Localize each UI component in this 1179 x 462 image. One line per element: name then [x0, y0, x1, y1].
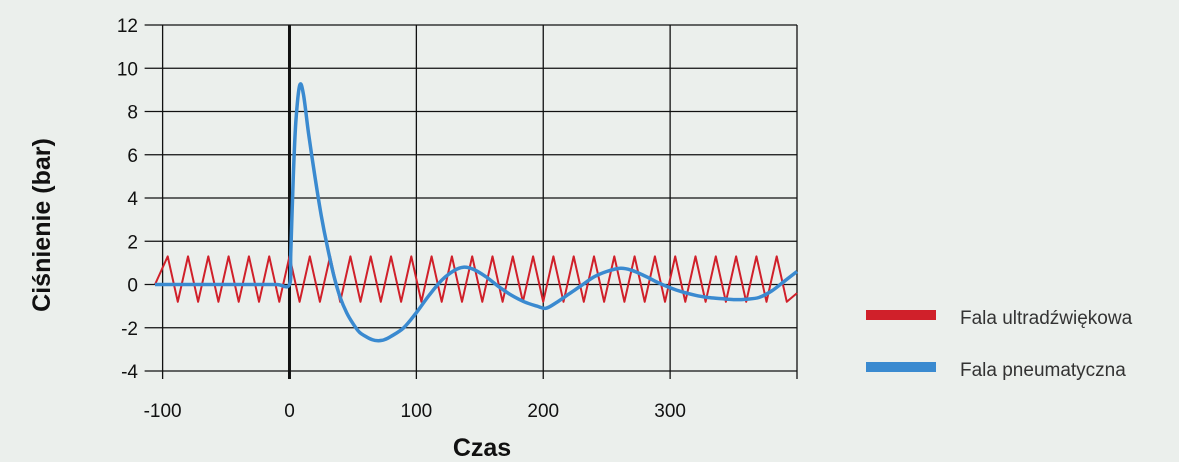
- legend-label-ultrasonic: Fala ultradźwiękowa: [960, 308, 1133, 329]
- y-tick-label: 6: [127, 146, 138, 167]
- ultrasonic-wave-line: [154, 255, 798, 303]
- y-tick-label: 2: [127, 232, 138, 253]
- tick-labels: -4 -2 0 2 4 6 8 10 12 -100 0 100 200 300: [117, 16, 686, 422]
- x-tick-label: 300: [654, 401, 686, 422]
- legend: Fala ultradźwiękowa Fala pneumatyczna: [866, 308, 1133, 381]
- x-tick-label: -100: [144, 401, 182, 422]
- x-tick-label: 0: [284, 401, 295, 422]
- legend-swatch-ultrasonic: [866, 310, 936, 320]
- y-tick-label: 10: [117, 59, 138, 80]
- x-tick-label: 200: [527, 401, 559, 422]
- legend-label-pneumatic: Fala pneumatyczna: [960, 360, 1126, 381]
- x-axis-title: Czas: [453, 434, 511, 462]
- legend-swatch-pneumatic: [866, 362, 936, 372]
- y-axis-title: Ciśnienie (bar): [28, 138, 56, 312]
- y-tick-label: 12: [117, 16, 138, 37]
- y-tick-label: 4: [127, 189, 138, 210]
- pneumatic-wave-line: [155, 82, 799, 343]
- series-lines: [154, 82, 799, 343]
- y-tick-label: -4: [121, 362, 138, 383]
- y-tick-label: 8: [127, 103, 138, 124]
- grid-lines: [144, 24, 798, 379]
- y-tick-label: -2: [121, 319, 138, 340]
- y-tick-label: 0: [127, 276, 138, 297]
- x-tick-label: 100: [401, 401, 433, 422]
